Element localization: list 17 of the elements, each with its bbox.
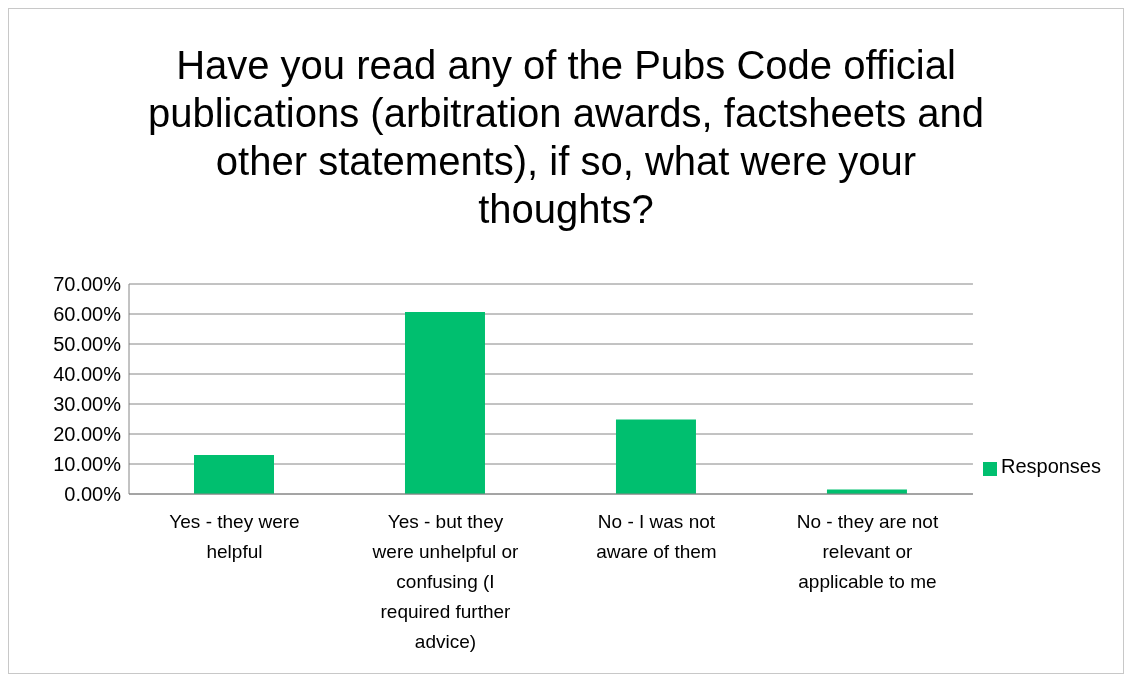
bar [404,311,485,494]
y-tick-label: 20.00% [53,423,122,446]
y-tick-label: 10.00% [53,453,122,476]
bar [615,419,696,494]
chart-title: Have you read any of the Pubs Code official publications (arbitration awards, factsheets and other statements), if so, what were your thoughts? [147,41,985,233]
y-tick-label: 30.00% [53,393,122,416]
x-tick-label: Yes - but they were unhelpful or confusing (I required further advice) [371,511,520,652]
legend-label: Responses [1000,455,1101,477]
x-tick-label: Yes - they were helpful [169,511,300,562]
y-tick-label: 40.00% [53,363,122,386]
y-tick-label: 70.00% [53,273,122,296]
y-tick-label: 50.00% [53,333,122,356]
bar [194,455,274,494]
x-tick-label: No - I was not aware of them [596,511,717,562]
y-tick-label: 0.00% [64,483,122,506]
y-tick-label: 60.00% [53,303,122,326]
x-tick-label: No - they are not relevant or applicable to me [796,511,939,592]
